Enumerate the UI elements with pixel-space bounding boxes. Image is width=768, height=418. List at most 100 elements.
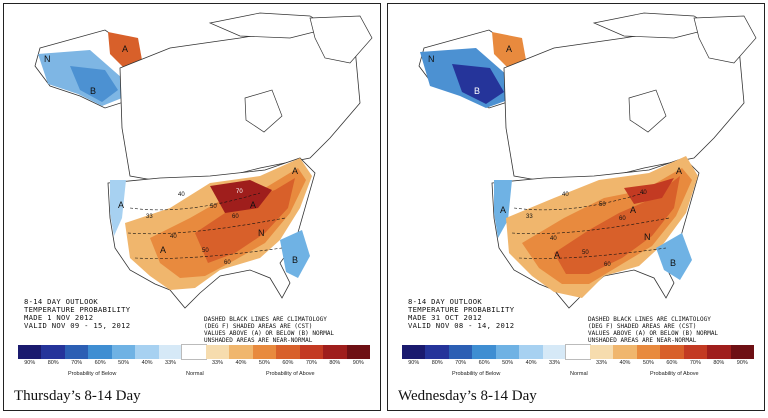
map-label-b-alaska: B (90, 86, 96, 96)
scale-tick-label: 50% (258, 360, 270, 366)
contour-label: 40 (550, 236, 557, 242)
contour-label: 70 (236, 189, 243, 195)
contour-label: 60 (224, 260, 231, 266)
contour-label: 60 (619, 216, 626, 222)
scale-swatch (495, 345, 520, 359)
outlook-line: TEMPERATURE PROBABILITY (24, 305, 131, 314)
scale-tick-label: 80% (329, 360, 341, 366)
contour-label: 50 (582, 250, 589, 256)
scale-swatch (111, 345, 136, 359)
outlook-line: TEMPERATURE PROBABILITY (408, 305, 515, 314)
scale-swatch (252, 345, 277, 359)
map-label-a-alaska: A (122, 44, 128, 54)
scale-swatch (135, 345, 159, 359)
contour-label: 40 (562, 192, 569, 198)
scale-tick-label: 90% (736, 360, 748, 366)
map-label-b-florida: B (292, 255, 298, 265)
contour-label: 50 (599, 202, 606, 208)
contour-label: 40 (640, 190, 647, 196)
outlook-panel-thursday: N B A A A A N B A 40 50 60 70 33 40 50 6… (3, 3, 381, 411)
scale-tick-label: 60% (282, 360, 294, 366)
map-label-a-east: A (630, 205, 636, 215)
probability-scale-bar (18, 344, 371, 360)
scale-swatch (613, 345, 637, 359)
scale-tick-label: 90% (408, 360, 420, 366)
scale-tick-label: 40% (525, 360, 537, 366)
probability-scale: 90% 80% 70% 60% 50% 40% 33% 33% 40% 50% 60% 70% 80% 9… (402, 344, 755, 369)
scale-tick-label: 50% (502, 360, 514, 366)
scale-swatch (229, 345, 253, 359)
scale-swatch (730, 345, 755, 359)
outlook-header-text: 8-14 DAY OUTLOOK TEMPERATURE PROBABILITY… (24, 298, 130, 330)
map-label-a-nw: A (500, 205, 506, 215)
above-normal-70-region (210, 180, 272, 213)
scale-tick-label: 33% (165, 360, 177, 366)
scale-swatch (18, 345, 42, 359)
legend-note-line: UNSHADED AREAS ARE NEAR-NORMAL (204, 337, 313, 344)
southeast-below-shading (656, 233, 692, 280)
legend-note-line: UNSHADED AREAS ARE NEAR-NORMAL (588, 337, 697, 344)
scale-tick-label: 40% (619, 360, 631, 366)
scale-swatch (158, 345, 183, 359)
scale-tick-label (566, 360, 589, 366)
scale-swatch (683, 345, 708, 359)
contour-label: 40 (178, 192, 185, 198)
contour-label: 33 (526, 214, 533, 220)
climatology-lines (127, 192, 286, 259)
southeast-below-shading (280, 230, 310, 278)
normal-caption: Normal (570, 371, 588, 377)
scale-tick-label: 50% (642, 360, 654, 366)
scale-swatch (425, 345, 449, 359)
normal-caption: Normal (186, 371, 204, 377)
map-label-a-sw: A (554, 250, 560, 260)
scale-swatch (402, 345, 426, 359)
alaska-above-shading (108, 32, 142, 68)
legend-note-line: (DEG F) SHADED AREAS ARE (CST) (588, 323, 697, 330)
scale-tick-label: 70% (455, 360, 467, 366)
scale-tick-label: 80% (713, 360, 725, 366)
outlook-line: MADE 1 NOV 2012 (24, 313, 94, 322)
scale-swatch (519, 345, 543, 359)
scale-tick-label: 40% (235, 360, 247, 366)
scale-tick-label: 33% (211, 360, 223, 366)
panel-caption: Thursday’s 8-14 Day (14, 388, 141, 404)
scale-swatch (323, 345, 347, 359)
scale-tick-label: 80% (431, 360, 443, 366)
scale-tick-label: 70% (305, 360, 317, 366)
temperature-outlook-map: N B A A A A N B A 40 50 60 70 33 40 50 6… (34, 12, 373, 309)
legend-note-line: DASHED BLACK LINES ARE CLIMATOLOGY (588, 316, 711, 323)
probability-scale: 90% 80% 70% 60% 50% 40% 33% 33% 40% 50% 60% 70% 80% 9… (18, 344, 371, 369)
scale-swatch (448, 345, 473, 359)
scale-tick-label: 60% (666, 360, 678, 366)
above-normal-70-region (624, 178, 674, 204)
scale-swatch (542, 345, 567, 359)
hudson-bay (628, 89, 667, 133)
scale-tick-label: 80% (47, 360, 59, 366)
scale-tick-label: 90% (24, 360, 36, 366)
contour-label: 60 (604, 262, 611, 268)
map-label-b-florida: B (670, 258, 676, 268)
map-label-n-alaska: N (428, 54, 435, 64)
scale-tick-label: 33% (595, 360, 607, 366)
probability-scale-labels: 90% 80% 70% 60% 50% 40% 33% 33% 40% 50% 60% 70% 80% 9… (18, 359, 370, 366)
scale-tick-label: 90% (352, 360, 364, 366)
outlook-line: VALID NOV 08 - 14, 2012 (408, 321, 515, 330)
map-label-b-alaska: B (474, 86, 480, 96)
scale-swatch (276, 345, 300, 359)
map-label-n-center: N (644, 232, 651, 242)
scale-tick-label: 70% (71, 360, 83, 366)
scale-tick-label: 50% (118, 360, 130, 366)
scale-swatch (299, 345, 324, 359)
panel-caption: Wednesday’s 8-14 Day (398, 388, 537, 404)
map-label-n-alaska: N (44, 54, 51, 64)
outlook-line: 8-14 DAY OUTLOOK (408, 297, 483, 306)
scale-tick-label: 33% (549, 360, 561, 366)
map-label-a-sw: A (160, 245, 166, 255)
above-caption: Probability of Above (266, 371, 315, 377)
contour-label: 60 (232, 214, 239, 220)
alaska-below-core (70, 66, 118, 102)
legend-note-line: (DEG F) SHADED AREAS ARE (CST) (204, 323, 313, 330)
scale-tick-label: 40% (141, 360, 153, 366)
scale-swatch (181, 344, 207, 360)
legend-note-line: VALUES ABOVE (A) OR BELOW (B) NORMAL (588, 330, 719, 337)
